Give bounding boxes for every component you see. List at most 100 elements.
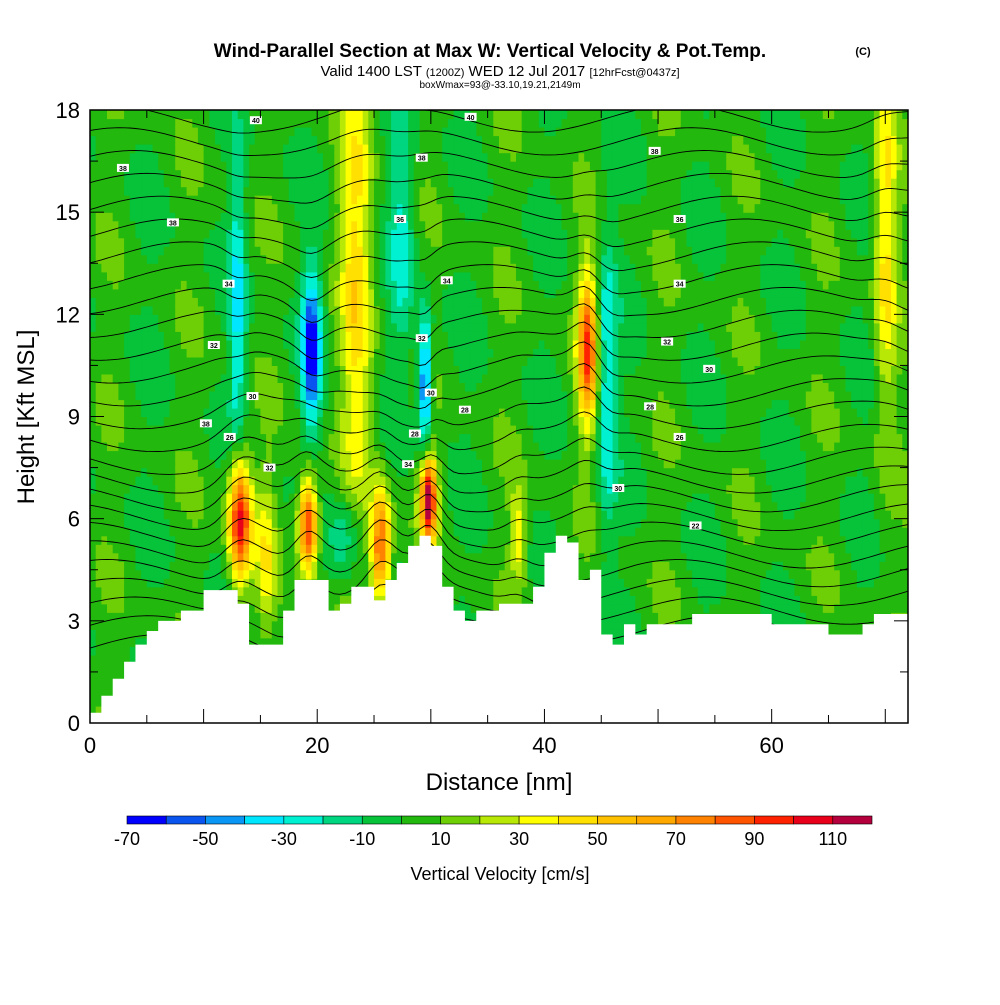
w-cell (442, 467, 449, 477)
w-cell (237, 510, 244, 520)
w-cell (391, 229, 398, 239)
w-cell (107, 586, 114, 596)
w-cell (425, 339, 432, 349)
w-cell (300, 186, 307, 196)
w-cell (368, 169, 375, 179)
w-cell (283, 356, 290, 366)
w-cell (288, 476, 296, 486)
w-cell (413, 467, 421, 477)
w-cell (197, 280, 205, 290)
w-cell (90, 382, 97, 392)
w-cell (118, 518, 125, 528)
w-cell (152, 569, 159, 579)
w-cell (101, 578, 108, 588)
w-cell (101, 680, 108, 690)
w-cell (163, 501, 171, 511)
w-cell (146, 339, 154, 349)
w-cell (90, 416, 97, 426)
w-cell (124, 212, 131, 222)
w-cell (271, 382, 279, 392)
w-cell (101, 237, 108, 247)
w-cell (305, 467, 313, 477)
w-cell (237, 544, 244, 554)
w-cell (249, 110, 256, 120)
w-cell (436, 322, 443, 332)
w-cell (305, 459, 313, 469)
w-cell (328, 493, 335, 503)
w-cell (345, 527, 352, 537)
w-cell (436, 305, 443, 315)
w-cell (209, 416, 216, 426)
w-cell (453, 237, 460, 247)
w-cell (90, 476, 97, 486)
w-cell (124, 186, 131, 196)
subtitle: Valid 1400 LST (1200Z) WED 12 Jul 2017 [… (320, 63, 679, 80)
w-cell (90, 680, 97, 690)
w-cell (430, 459, 438, 469)
w-cell (260, 118, 267, 128)
w-cell (266, 433, 273, 443)
w-cell (470, 433, 477, 443)
w-cell (237, 425, 244, 435)
w-cell (180, 382, 188, 392)
w-cell (368, 322, 375, 332)
w-cell (271, 552, 279, 562)
w-cell (260, 501, 267, 511)
w-cell (283, 186, 290, 196)
w-cell (254, 425, 261, 435)
w-cell (413, 271, 421, 281)
w-cell (215, 237, 222, 247)
w-cell (146, 433, 154, 443)
w-cell (328, 271, 335, 281)
w-cell (351, 135, 358, 145)
w-cell (283, 510, 290, 520)
w-cell (226, 382, 233, 392)
w-cell (197, 297, 205, 307)
w-cell (362, 339, 369, 349)
w-cell (402, 246, 409, 256)
w-cell (215, 476, 222, 486)
w-cell (339, 416, 347, 426)
w-cell (277, 297, 284, 307)
w-cell (271, 620, 279, 630)
w-cell (271, 144, 279, 154)
w-cell (243, 518, 250, 528)
w-cell (288, 178, 296, 188)
w-cell (328, 552, 335, 562)
w-cell (374, 118, 381, 128)
w-cell (95, 680, 102, 690)
w-cell (254, 612, 261, 622)
w-cell (135, 161, 142, 171)
w-cell (141, 612, 148, 622)
w-cell (430, 220, 438, 230)
w-cell (357, 339, 364, 349)
w-cell (232, 382, 239, 392)
w-cell (334, 161, 341, 171)
w-cell (368, 229, 375, 239)
w-cell (294, 229, 301, 239)
w-cell (413, 399, 421, 409)
w-cell (459, 586, 466, 596)
w-cell (305, 510, 313, 520)
w-cell (379, 246, 386, 256)
w-cell (362, 263, 369, 273)
w-cell (90, 144, 97, 154)
w-cell (107, 178, 114, 188)
w-cell (459, 110, 466, 120)
w-cell (152, 135, 159, 145)
w-cell (300, 127, 307, 137)
w-cell (419, 280, 426, 290)
w-cell (288, 408, 296, 418)
w-cell (209, 552, 216, 562)
w-cell (345, 399, 352, 409)
w-cell (254, 629, 261, 639)
w-cell (328, 391, 335, 401)
w-cell (101, 552, 108, 562)
w-cell (209, 254, 216, 264)
w-cell (408, 322, 415, 332)
w-cell (305, 552, 313, 562)
w-cell (283, 416, 290, 426)
w-cell (152, 322, 159, 332)
w-cell (129, 365, 137, 375)
w-cell (430, 237, 438, 247)
